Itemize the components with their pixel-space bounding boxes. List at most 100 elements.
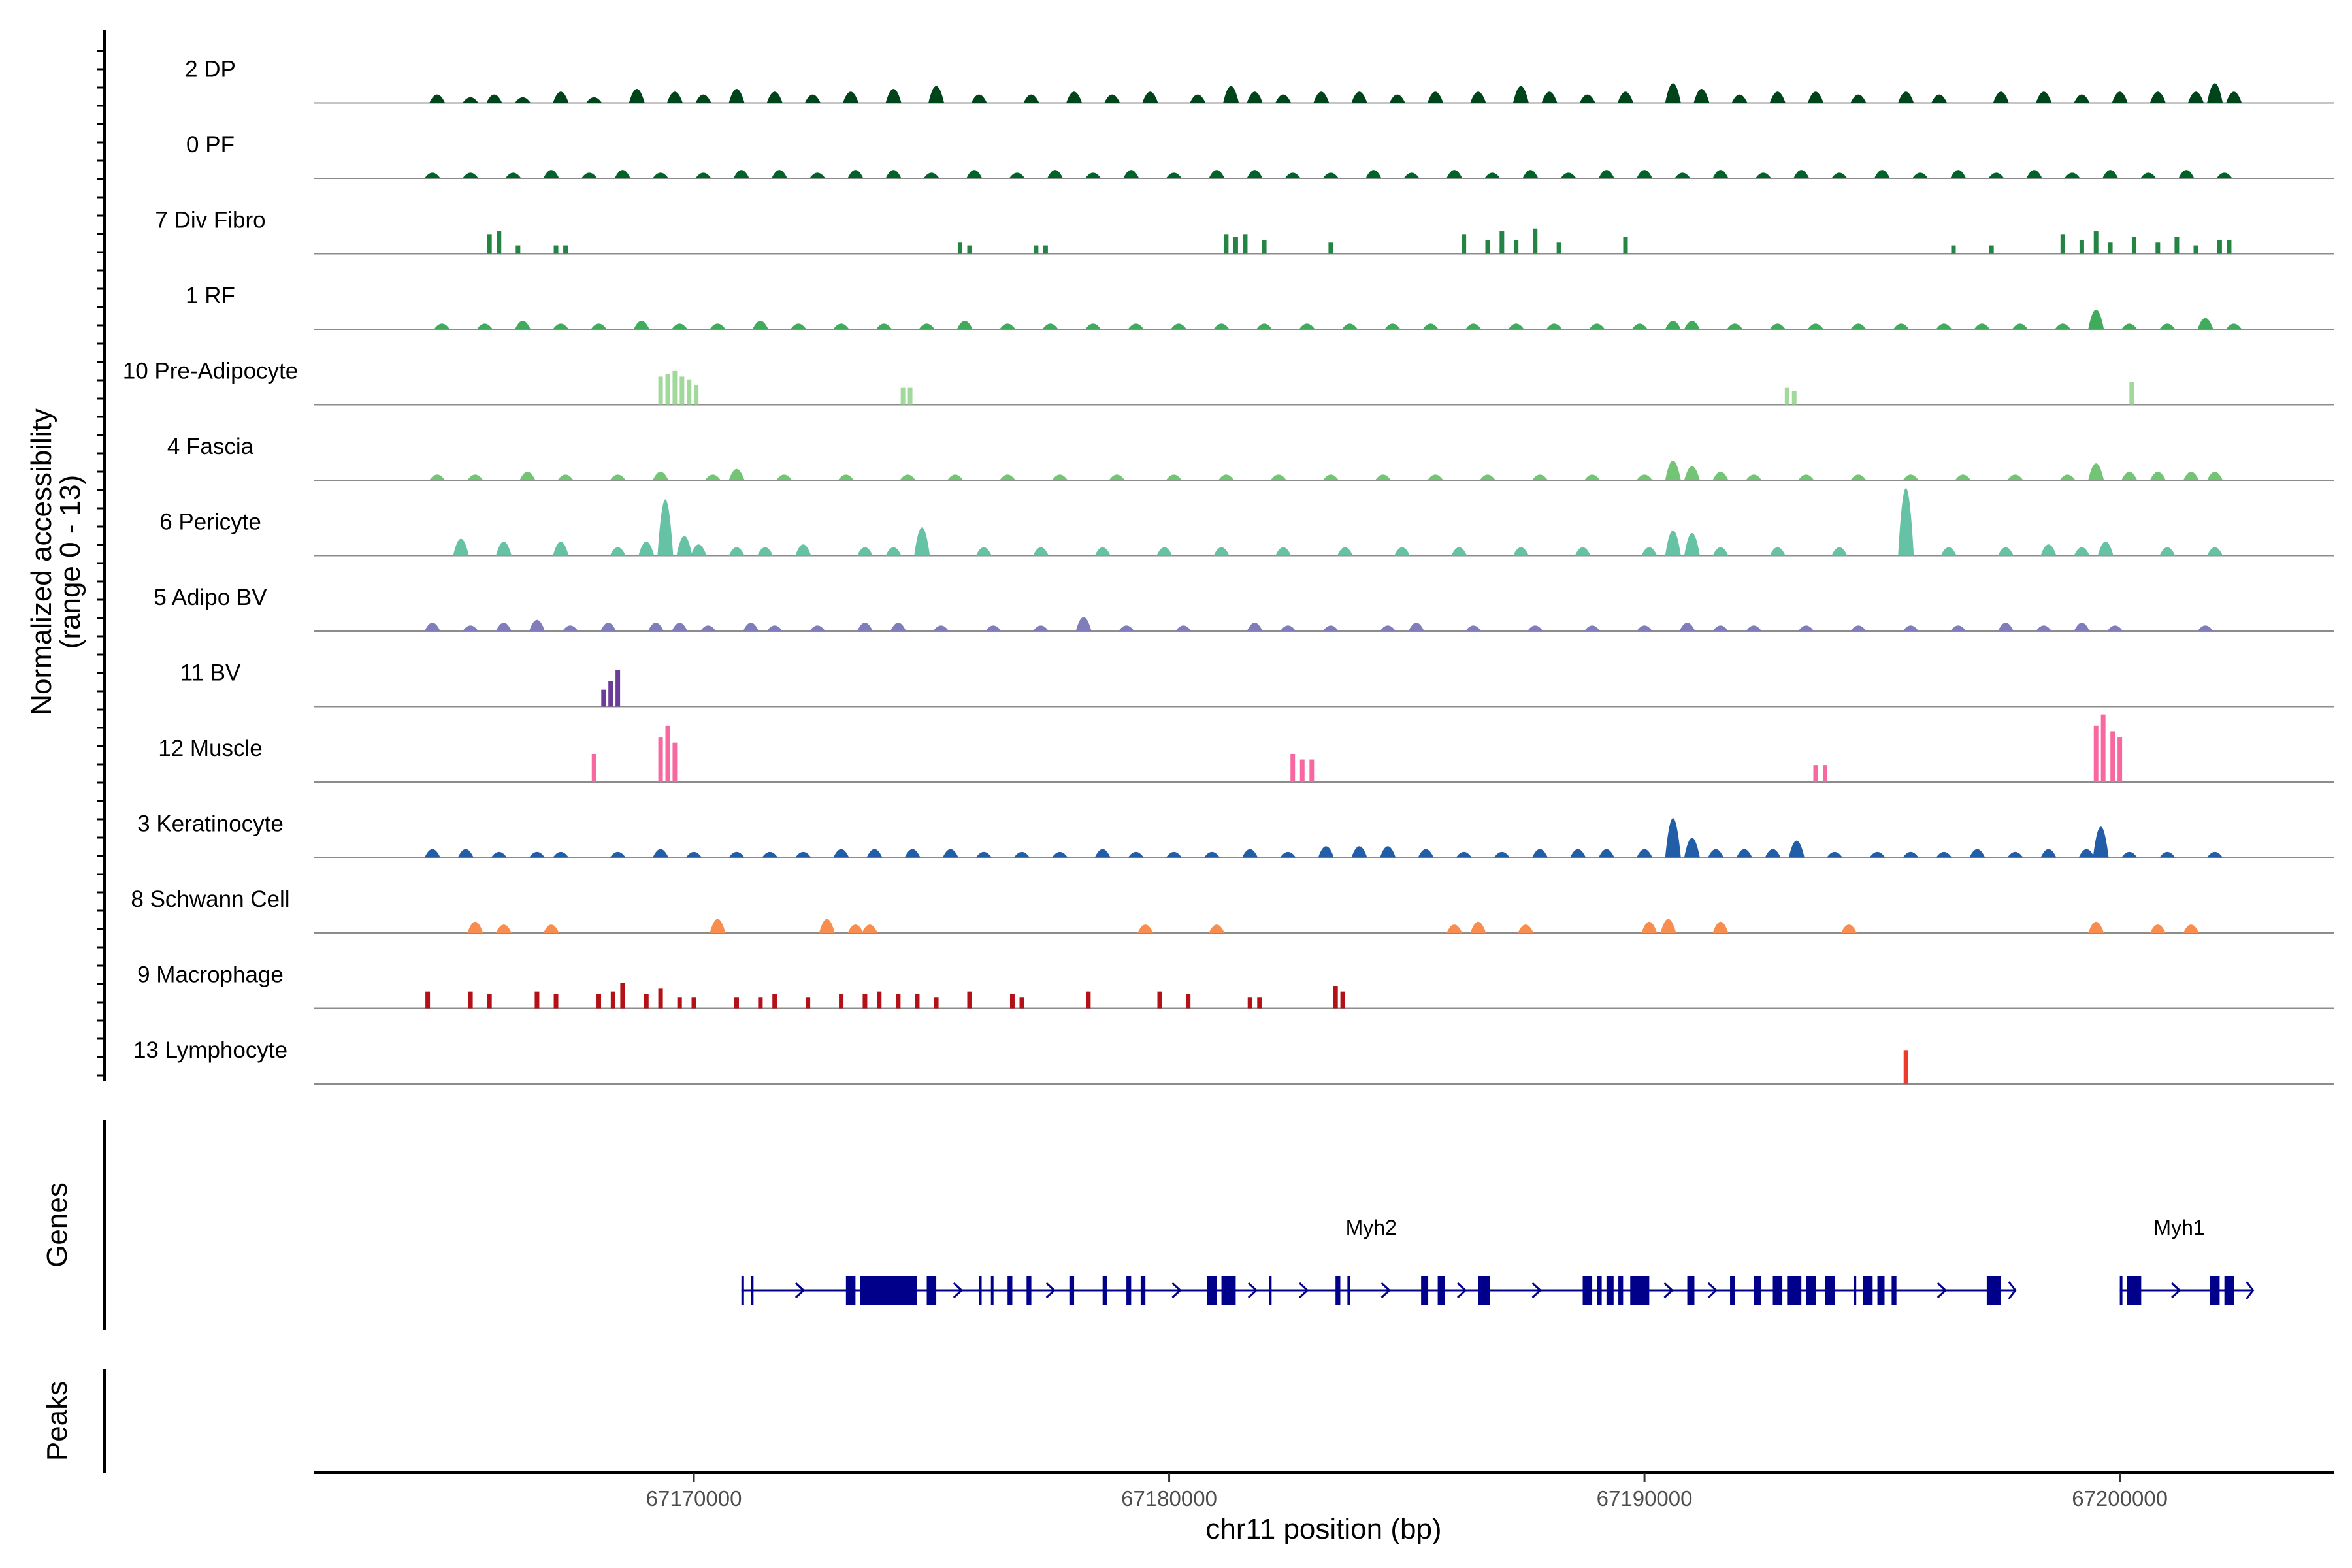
coverage-peak bbox=[1623, 237, 1628, 254]
coverage-peak bbox=[1209, 170, 1225, 178]
gene-exon bbox=[1825, 1276, 1835, 1305]
coverage-peak bbox=[2131, 237, 2136, 254]
gene-exon bbox=[1986, 1276, 2001, 1305]
coverage-peak bbox=[1827, 851, 1843, 858]
track-6: 4 Fascia bbox=[167, 434, 2334, 481]
coverage-peak bbox=[515, 245, 521, 254]
coverage-peak bbox=[1275, 94, 1292, 103]
coverage-peak bbox=[857, 547, 873, 556]
coverage-peak bbox=[900, 387, 906, 405]
coverage-peak bbox=[1903, 625, 1919, 631]
coverage-peak bbox=[700, 625, 716, 631]
coverage-peak bbox=[804, 94, 821, 103]
coverage-peak bbox=[985, 625, 1002, 631]
coverage-peak bbox=[1384, 323, 1401, 329]
coverage-peak bbox=[2159, 323, 2176, 329]
coverage-peak bbox=[833, 323, 849, 329]
coverage-peak bbox=[2207, 851, 2223, 858]
coverage-peak bbox=[885, 88, 902, 103]
coverage-peak bbox=[1791, 390, 1797, 405]
gene-exon bbox=[1630, 1276, 1650, 1305]
coverage-peak bbox=[1494, 851, 1510, 858]
gene-exon bbox=[1069, 1276, 1075, 1305]
coverage-peak bbox=[1693, 88, 1710, 103]
gene-exon bbox=[1618, 1276, 1624, 1305]
strand-arrow bbox=[794, 1282, 806, 1299]
coverage-peak bbox=[766, 91, 783, 103]
coverage-peak bbox=[1086, 991, 1091, 1009]
coverage-peak bbox=[2040, 849, 2057, 858]
coverage-peak bbox=[1665, 818, 1681, 858]
coverage-peak bbox=[914, 527, 930, 556]
coverage-peak bbox=[2088, 309, 2104, 329]
coverage-peak bbox=[885, 547, 902, 556]
coverage-peak bbox=[907, 387, 913, 405]
gene-exon bbox=[1478, 1276, 1490, 1305]
coverage-peak bbox=[1280, 625, 1296, 631]
coverage-peak bbox=[1218, 474, 1234, 480]
gene-exon bbox=[990, 1276, 994, 1305]
coverage-peak bbox=[1427, 91, 1443, 103]
coverage-peak bbox=[1712, 921, 1729, 933]
coverage-peak bbox=[1427, 474, 1443, 480]
gene-exon bbox=[1221, 1276, 1236, 1305]
coverage-peak bbox=[1128, 323, 1144, 329]
coverage-peak bbox=[1418, 849, 1434, 858]
coverage-peak bbox=[1570, 849, 1586, 858]
coverage-peak bbox=[1247, 170, 1263, 178]
gene-exon bbox=[2127, 1276, 2142, 1305]
coverage-peak bbox=[1337, 547, 1353, 556]
coverage-peak bbox=[1119, 625, 1135, 631]
coverage-peak bbox=[1066, 91, 1083, 103]
coverage-peak bbox=[1313, 91, 1330, 103]
coverage-peak bbox=[1807, 91, 1823, 103]
coverage-peak bbox=[2093, 826, 2109, 858]
coverage-peak bbox=[679, 376, 685, 405]
coverage-peak bbox=[1094, 547, 1111, 556]
coverage-peak bbox=[686, 851, 702, 858]
coverage-peak bbox=[534, 991, 540, 1009]
coverage-peak bbox=[956, 321, 973, 329]
gene-exon bbox=[1606, 1276, 1614, 1305]
coverage-peak bbox=[1679, 623, 1695, 631]
coverage-peak bbox=[1512, 547, 1529, 556]
coverage-peak bbox=[877, 991, 882, 1009]
coverage-peak bbox=[839, 994, 844, 1009]
coverage-peak bbox=[1270, 474, 1286, 480]
coverage-peak bbox=[728, 547, 745, 556]
coverage-peak bbox=[1322, 172, 1339, 178]
coverage-peak bbox=[1998, 623, 2014, 631]
coverage-peak bbox=[691, 997, 696, 1009]
coverage-peak bbox=[809, 172, 826, 178]
gene-exon bbox=[751, 1276, 754, 1305]
coverage-peak bbox=[1175, 625, 1192, 631]
gene-exon bbox=[926, 1276, 937, 1305]
coverage-peak bbox=[2207, 83, 2223, 103]
coverage-peak bbox=[644, 994, 649, 1009]
coverage-peak bbox=[1556, 242, 1561, 254]
coverage-peak bbox=[2088, 463, 2104, 480]
coverage-peak bbox=[2178, 170, 2195, 178]
strand-arrow bbox=[1936, 1282, 1948, 1299]
coverage-peak bbox=[766, 625, 783, 631]
coverage-peak bbox=[2149, 472, 2166, 480]
coverage-peak bbox=[1156, 547, 1173, 556]
coverage-peak bbox=[2079, 239, 2084, 254]
coverage-peak bbox=[424, 849, 440, 858]
coverage-peak bbox=[2026, 170, 2042, 178]
coverage-peak bbox=[1166, 851, 1182, 858]
coverage-peak bbox=[2197, 625, 2213, 631]
gene-exon bbox=[1787, 1276, 1802, 1305]
coverage-peak bbox=[847, 170, 864, 178]
coverage-peak bbox=[1637, 474, 1653, 480]
coverage-peak bbox=[776, 474, 792, 480]
coverage-peak bbox=[586, 97, 602, 103]
coverage-peak bbox=[1137, 924, 1154, 933]
gene-exon bbox=[1421, 1276, 1429, 1305]
gene-exon bbox=[1347, 1276, 1350, 1305]
coverage-peak bbox=[1309, 759, 1315, 782]
track-label: 2 DP bbox=[185, 57, 236, 82]
gene-exon bbox=[1207, 1276, 1217, 1305]
coverage-peak bbox=[1813, 765, 1818, 782]
gene-exon bbox=[1877, 1276, 1885, 1305]
